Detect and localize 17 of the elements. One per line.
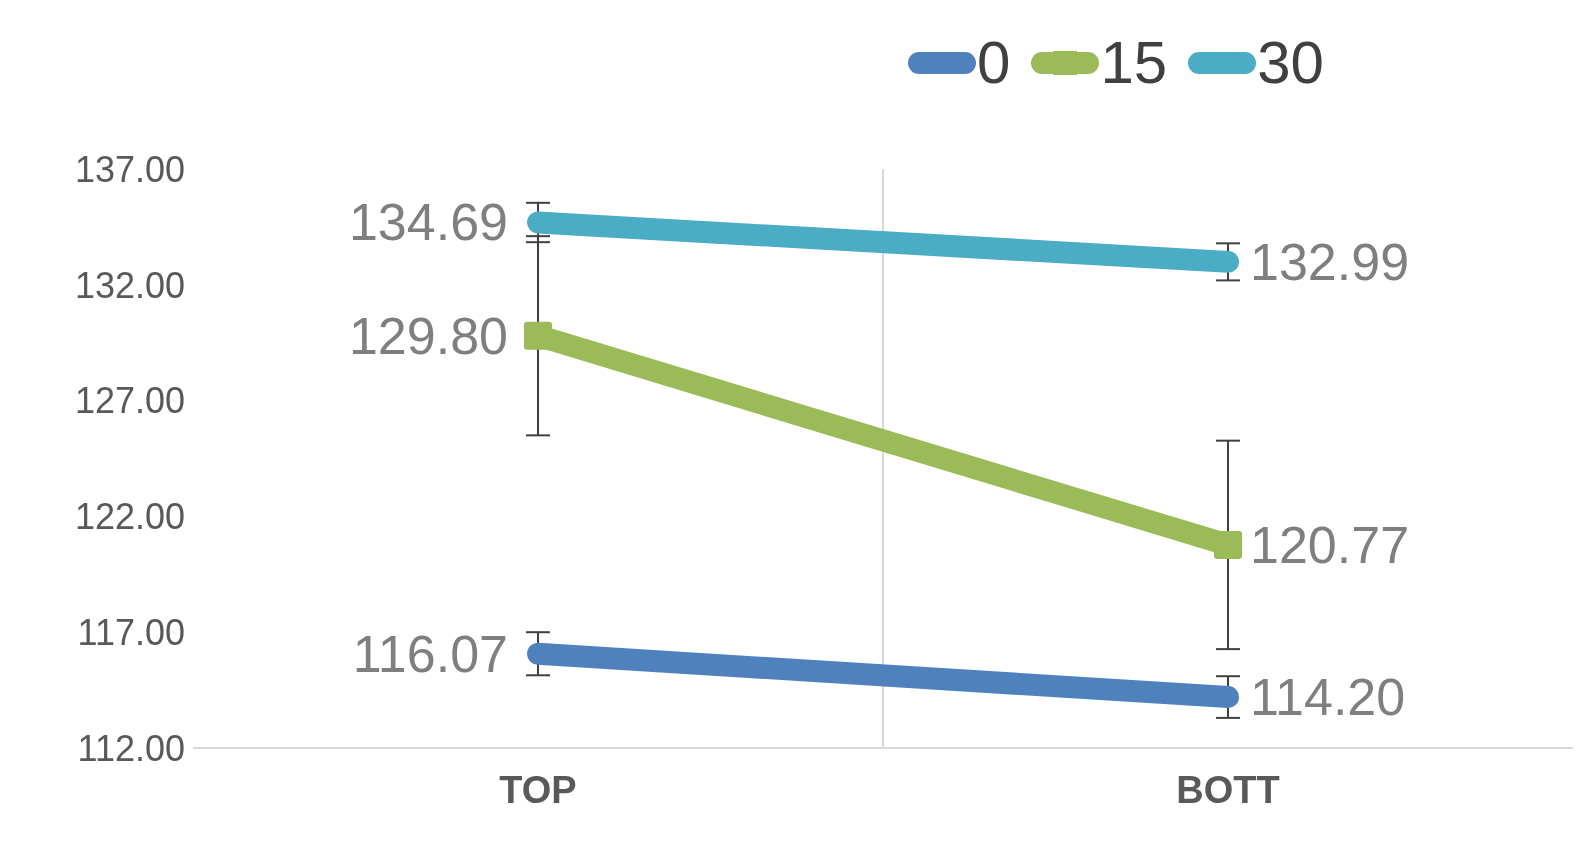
y-tick-label: 122.00 <box>74 496 185 538</box>
data-label: 116.07 <box>352 624 508 683</box>
legend-label: 15 <box>1100 28 1168 97</box>
y-tick-label: 112.00 <box>77 727 185 769</box>
data-label: 120.77 <box>1250 515 1410 574</box>
y-tick-label: 117.00 <box>77 611 185 653</box>
data-label: 134.69 <box>348 193 508 252</box>
legend-label: 0 <box>977 28 1011 97</box>
x-tick-label: TOP <box>499 768 577 811</box>
data-label: 114.20 <box>1250 668 1406 727</box>
x-tick-label: BOTT <box>1176 768 1280 811</box>
y-tick-label: 127.00 <box>74 380 185 422</box>
y-tick-label: 137.00 <box>74 148 185 190</box>
data-label: 132.99 <box>1250 232 1410 291</box>
data-label: 129.80 <box>348 306 508 365</box>
y-tick-label: 132.00 <box>74 264 185 306</box>
legend-label: 30 <box>1257 28 1324 97</box>
